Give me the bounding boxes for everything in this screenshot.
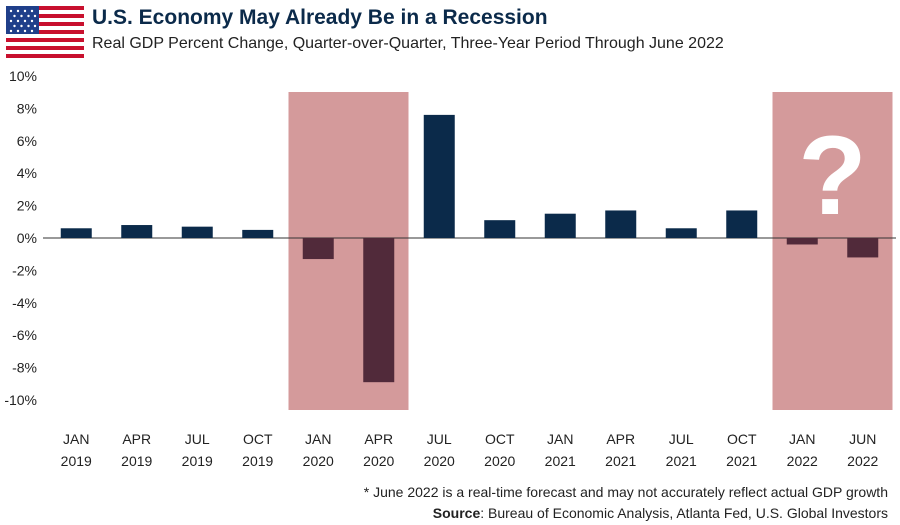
gdp-bar-chart: ? -10% -8% -6% -4% -2% 0% 2% 4% 6% 8% 10% JAN 2019 APR… — [4, 68, 896, 469]
y-tick-label: -10% — [4, 392, 37, 408]
x-tick-label-month: APR — [122, 431, 151, 447]
bar — [60, 228, 92, 238]
bar — [121, 225, 153, 238]
bar — [302, 238, 334, 260]
bar — [726, 210, 758, 238]
x-tick-label-month: JUN — [849, 431, 876, 447]
x-tick-label-year: 2019 — [121, 453, 152, 469]
bar — [242, 229, 274, 238]
y-tick-label: 4% — [17, 165, 37, 181]
x-tick-label-year: 2021 — [726, 453, 757, 469]
footnote: * June 2022 is a real-time forecast and … — [363, 484, 888, 500]
x-tick-label-year: 2019 — [61, 453, 92, 469]
source-text: : Bureau of Economic Analysis, Atlanta F… — [480, 505, 888, 521]
x-tick-label-month: JAN — [547, 431, 573, 447]
y-tick-label: -2% — [12, 262, 37, 278]
x-tick-label-month: APR — [606, 431, 635, 447]
x-tick-label-month: JUL — [669, 431, 694, 447]
bar — [786, 238, 818, 245]
y-tick-label: 0% — [17, 230, 37, 246]
y-tick-label: 8% — [17, 100, 37, 116]
x-tick-label-year: 2022 — [847, 453, 878, 469]
question-mark-annotation: ? — [798, 113, 866, 238]
y-tick-label: -4% — [12, 295, 37, 311]
y-tick-label: 10% — [9, 68, 37, 84]
x-tick-label-year: 2019 — [182, 453, 213, 469]
bar — [665, 228, 697, 238]
source-note: Source: Bureau of Economic Analysis, Atl… — [433, 505, 888, 521]
bar — [363, 238, 395, 383]
chart-subtitle: Real GDP Percent Change, Quarter-over-Qu… — [92, 35, 724, 52]
x-tick-label-month: JUL — [185, 431, 210, 447]
chart-title: U.S. Economy May Already Be in a Recessi… — [92, 6, 548, 29]
bar — [847, 238, 879, 258]
bar — [544, 213, 576, 238]
y-tick-label: 2% — [17, 198, 37, 214]
x-tick-label-year: 2020 — [303, 453, 334, 469]
x-tick-label-month: JAN — [305, 431, 331, 447]
x-tick-label-month: APR — [364, 431, 393, 447]
x-tick-label-month: OCT — [243, 431, 273, 447]
y-tick-label: 6% — [17, 133, 37, 149]
x-tick-label-month: OCT — [485, 431, 515, 447]
bar — [423, 114, 455, 238]
bar — [605, 210, 637, 238]
x-tick-label-month: JUL — [427, 431, 452, 447]
x-tick-label-month: OCT — [727, 431, 757, 447]
x-tick-label-year: 2021 — [666, 453, 697, 469]
bar — [484, 220, 516, 238]
bar — [181, 226, 213, 238]
x-tick-label-year: 2019 — [242, 453, 273, 469]
x-tick-label-year: 2020 — [363, 453, 394, 469]
y-tick-label: -8% — [12, 360, 37, 376]
x-tick-label-month: JAN — [63, 431, 89, 447]
x-tick-label-year: 2020 — [484, 453, 515, 469]
x-tick-label-year: 2021 — [605, 453, 636, 469]
x-tick-label-year: 2020 — [424, 453, 455, 469]
x-tick-label-year: 2021 — [545, 453, 576, 469]
us-flag-icon — [6, 6, 84, 58]
x-tick-label-year: 2022 — [787, 453, 818, 469]
source-label: Source — [432, 505, 481, 521]
x-tick-label-month: JAN — [789, 431, 815, 447]
y-tick-label: -6% — [12, 327, 37, 343]
